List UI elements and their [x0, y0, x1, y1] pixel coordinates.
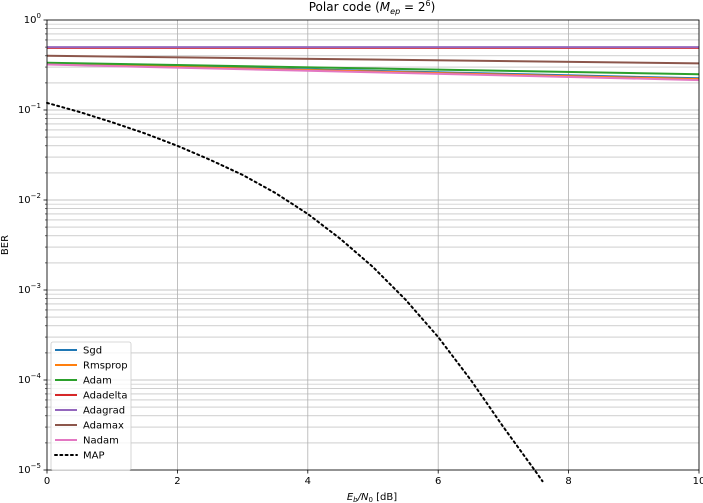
- series-line-nadam: [46, 63, 700, 82]
- legend-label: Adam: [83, 376, 112, 387]
- minor-grid: [45, 23, 699, 444]
- legend-label: Rmsprop: [83, 361, 128, 372]
- series-line-adam: [46, 61, 700, 76]
- y-axis: 100 10−1 10−2 10−3 10−4 10−5: [18, 12, 47, 476]
- legend-label: Nadam: [83, 436, 119, 447]
- y-axis-label: BER: [0, 235, 11, 255]
- x-axis: 0 2 4 6 8 10: [44, 470, 703, 487]
- legend-label: Adadelta: [83, 391, 127, 402]
- y-tick-label: 100: [24, 12, 41, 26]
- legend-label: Adagrad: [83, 406, 125, 417]
- legend-label: Adamax: [83, 421, 124, 432]
- x-axis-label: Eb/N0 [dB]: [347, 492, 397, 503]
- x-tick-label: 4: [305, 476, 311, 487]
- y-tick-label: 10−1: [18, 102, 41, 116]
- y-tick-label: 10−4: [18, 372, 42, 386]
- x-tick-label: 6: [435, 476, 441, 487]
- series-line-adamax: [46, 54, 700, 65]
- y-tick-label: 10−5: [18, 462, 41, 476]
- legend-box: [50, 341, 132, 471]
- chart-title: Polar code (Mep = 26): [309, 0, 436, 16]
- series-line-map: [46, 101, 544, 483]
- x-tick-label: 10: [693, 476, 703, 487]
- y-tick-label: 10−3: [18, 282, 41, 296]
- y-tick-label: 10−2: [18, 192, 41, 206]
- legend-label: Sgd: [83, 346, 102, 357]
- x-tick-label: 8: [565, 476, 571, 487]
- plot-frame: [46, 19, 700, 471]
- x-tick-label: 0: [44, 476, 50, 487]
- legend: Sgd Rmsprop Adam Adadelta Adagrad Adamax Nadam…: [50, 341, 132, 471]
- series-layer: [46, 46, 700, 483]
- x-tick-label: 2: [174, 476, 180, 487]
- legend-label: MAP: [83, 451, 105, 462]
